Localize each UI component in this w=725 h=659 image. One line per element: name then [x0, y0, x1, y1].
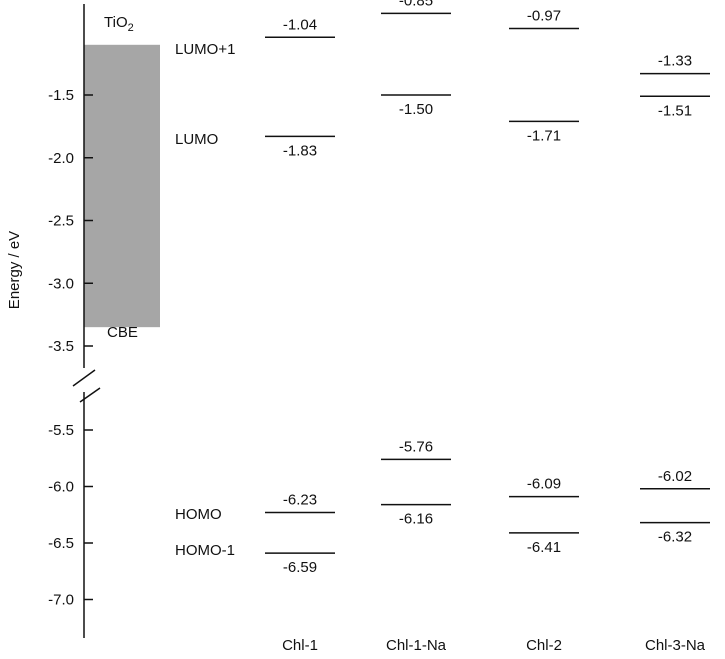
energy-level-label: -6.02 [658, 468, 692, 485]
energy-level-label: -1.71 [527, 127, 561, 144]
tio2-label-base: TiO [104, 14, 128, 31]
energy-level-label: -6.16 [399, 511, 433, 528]
tio2-label-subscript: 2 [128, 22, 134, 34]
axis-break-mark [79, 387, 101, 403]
energy-level-label: -0.97 [527, 7, 561, 24]
y-tick-label: -1.5 [48, 87, 74, 104]
energy-level-label: -1.51 [658, 102, 692, 119]
y-tick-label: -2.5 [48, 213, 74, 230]
energy-level-label: -0.85 [399, 0, 433, 9]
axis-break-mark [72, 369, 96, 387]
y-tick-label: -3.5 [48, 338, 74, 355]
y-tick-label: -5.5 [48, 422, 74, 439]
energy-level-label: -6.23 [283, 491, 317, 508]
tio2-label: TiO2 [104, 14, 134, 34]
category-labels: Chl-1 Chl-1-Na Chl-2 Chl-3-Na [282, 637, 706, 654]
energy-level-label: -6.41 [527, 539, 561, 556]
level-name-lumo-plus-1: LUMO+1 [175, 41, 235, 58]
energy-level-label: -1.83 [283, 142, 317, 159]
cbe-label: CBE [107, 324, 138, 341]
energy-level-label: -5.76 [399, 438, 433, 455]
energy-level-label: -1.50 [399, 101, 433, 118]
y-tick-label: -6.0 [48, 479, 74, 496]
level-name-lumo: LUMO [175, 131, 218, 148]
energy-level-label: -6.59 [283, 559, 317, 576]
energy-level-label: -1.33 [658, 53, 692, 70]
y-axis-title: Energy / eV [6, 231, 23, 309]
y-axis-ticks: -1.5 -2.0 -2.5 -3.0 -3.5 -5.5 -6.0 -6.5 -7.0 [48, 87, 93, 609]
tio2-conduction-band [84, 44, 160, 328]
energy-level-label: -6.32 [658, 529, 692, 546]
y-tick-label: -6.5 [48, 535, 74, 552]
category-label: Chl-1 [282, 637, 318, 654]
y-tick-label: -3.0 [48, 275, 74, 292]
level-name-homo-minus-1: HOMO-1 [175, 542, 235, 559]
category-label: Chl-1-Na [386, 637, 447, 654]
energy-level-label: -1.04 [283, 16, 317, 33]
y-tick-label: -2.0 [48, 150, 74, 167]
energy-levels: -1.04 -1.83 -6.23 -6.59 -0.85 -1.50 -5.76 -6.16… [265, 0, 710, 576]
level-name-homo: HOMO [175, 506, 222, 523]
energy-level-label: -6.09 [527, 476, 561, 493]
category-label: Chl-2 [526, 637, 562, 654]
y-tick-label: -7.0 [48, 592, 74, 609]
category-label: Chl-3-Na [645, 637, 706, 654]
